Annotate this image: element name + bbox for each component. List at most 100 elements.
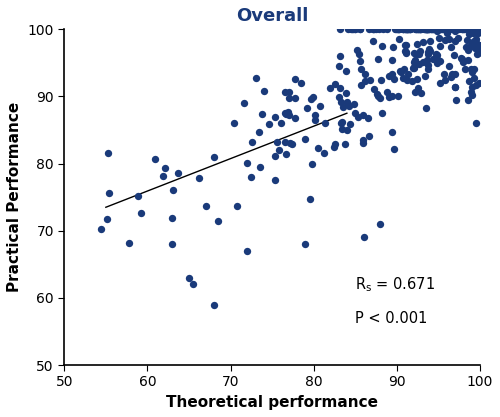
Point [288, 141, 296, 147]
Point [461, 26, 469, 33]
Point [443, 30, 451, 37]
Point [378, 110, 386, 117]
Point [417, 26, 425, 33]
Point [168, 186, 176, 193]
Point [341, 141, 349, 148]
Point [474, 79, 482, 86]
Point [281, 88, 289, 95]
Point [462, 26, 470, 33]
Point [402, 26, 409, 33]
Point [472, 40, 480, 47]
Point [469, 39, 477, 45]
Point [464, 37, 471, 43]
Point [453, 26, 461, 33]
Point [460, 26, 468, 33]
Point [406, 26, 413, 33]
Point [344, 26, 352, 33]
Point [258, 111, 266, 117]
Point [364, 114, 372, 121]
Point [443, 26, 451, 33]
Point [422, 26, 430, 33]
Point [472, 26, 480, 33]
Point [346, 121, 354, 127]
Point [433, 51, 441, 58]
Point [360, 136, 368, 143]
Point [402, 42, 409, 49]
Point [378, 43, 386, 49]
Point [452, 97, 460, 103]
Point [424, 50, 432, 57]
Point [470, 29, 478, 36]
Point [459, 58, 467, 65]
Point [471, 44, 479, 51]
Point [360, 234, 368, 241]
Point [408, 78, 416, 85]
Point [416, 26, 424, 33]
Point [465, 78, 473, 85]
Point [408, 65, 416, 72]
Point [467, 42, 475, 48]
Point [345, 103, 353, 110]
Point [369, 26, 377, 33]
Point [422, 26, 430, 33]
Title: Overall: Overall [236, 7, 308, 25]
Point [302, 241, 310, 248]
Point [281, 138, 289, 145]
Point [281, 110, 289, 116]
Point [464, 97, 472, 103]
Point [404, 26, 411, 33]
Point [298, 80, 306, 87]
Point [445, 63, 453, 69]
Point [436, 26, 444, 33]
Point [406, 26, 414, 33]
Point [401, 42, 409, 48]
Point [404, 71, 412, 78]
Point [348, 26, 356, 33]
Point [421, 26, 429, 33]
Point [260, 87, 268, 94]
Point [455, 26, 463, 33]
Point [436, 43, 444, 49]
Point [438, 26, 446, 33]
Point [468, 92, 476, 99]
Point [373, 91, 381, 98]
Point [446, 26, 454, 33]
Point [306, 196, 314, 202]
Point [448, 70, 456, 77]
Point [375, 26, 383, 33]
Point [394, 26, 402, 33]
Point [104, 150, 112, 157]
Point [469, 26, 477, 33]
Point [394, 26, 402, 33]
Point [433, 26, 441, 33]
Point [185, 274, 193, 281]
Point [472, 82, 480, 88]
Point [431, 26, 439, 33]
Point [337, 98, 345, 105]
Point [390, 76, 398, 83]
Y-axis label: Practical Performance: Practical Performance [7, 102, 22, 292]
Point [390, 146, 398, 153]
Point [444, 26, 452, 33]
Point [442, 77, 450, 83]
Point [428, 26, 436, 33]
Point [105, 189, 113, 196]
Point [391, 26, 399, 33]
Point [386, 94, 394, 100]
Point [442, 36, 450, 43]
Point [403, 26, 411, 33]
Point [400, 75, 407, 81]
Point [352, 26, 360, 33]
Point [461, 65, 469, 72]
Point [252, 75, 260, 81]
Point [270, 176, 278, 183]
Point [474, 30, 482, 37]
Point [450, 52, 458, 59]
Point [424, 26, 432, 33]
Point [369, 26, 377, 33]
Point [303, 104, 311, 111]
Point [401, 48, 409, 54]
Point [353, 47, 361, 53]
Point [233, 203, 241, 209]
Point [466, 26, 474, 33]
